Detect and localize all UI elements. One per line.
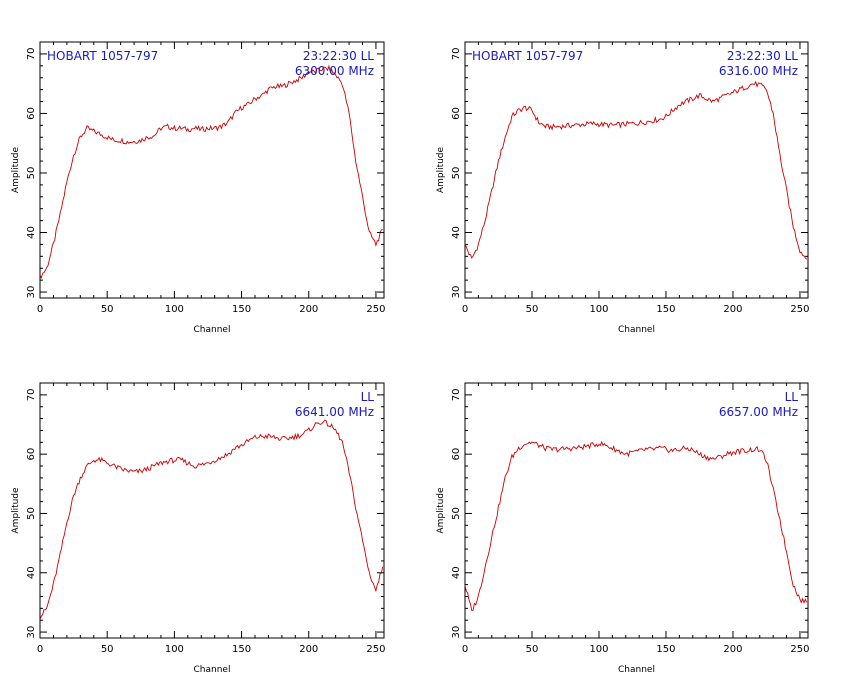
frequency-annotation: 6641.00 MHz	[295, 405, 374, 419]
x-tick-label: 0	[462, 304, 468, 315]
y-axis-label: Amplitude	[436, 487, 446, 534]
y-axis-label: Amplitude	[11, 146, 21, 193]
y-axis-label: Amplitude	[11, 487, 21, 534]
x-tick-label: 0	[37, 644, 43, 655]
y-tick-label: 60	[451, 107, 462, 120]
y-tick-label: 50	[26, 167, 37, 180]
x-tick-label: 250	[366, 304, 385, 315]
series-line-1	[464, 440, 808, 611]
x-tick-label: 100	[165, 304, 184, 315]
frequency-annotation: 6316.00 MHz	[719, 64, 798, 78]
x-tick-label: 200	[299, 304, 318, 315]
y-tick-label: 40	[451, 566, 462, 579]
x-tick-label: 250	[790, 304, 809, 315]
time-pol-annotation: LL	[785, 390, 799, 404]
y-tick-label: 60	[26, 448, 37, 461]
y-tick-label: 50	[451, 167, 462, 180]
time-pol-annotation: 23:22:30 LL	[303, 49, 374, 63]
chart-panel-4: 0 50 100 150 200 250 30 40 50 60 70 Channel Amplitud…	[436, 382, 810, 675]
y-tick-label: 60	[26, 107, 37, 120]
source-annotation: HOBART 1057-797	[472, 49, 583, 63]
y-tick-label: 30	[26, 286, 37, 299]
x-tick-label: 50	[101, 304, 114, 315]
y-tick-label: 40	[26, 566, 37, 579]
y-tick-label: 70	[26, 388, 37, 401]
x-tick-label: 0	[462, 644, 468, 655]
plot-frame	[39, 41, 385, 299]
x-tick-label: 100	[165, 644, 184, 655]
chart-panel-3: 0 50 100 150 200 250 30 40 50 60 70 Channel Amplitud…	[11, 382, 385, 675]
x-tick-label: 100	[589, 644, 608, 655]
x-tick-label: 0	[37, 304, 43, 315]
plot-frame	[464, 41, 809, 299]
y-tick-label: 70	[26, 48, 37, 61]
x-tick-label: 250	[366, 644, 385, 655]
x-tick-label: 50	[526, 644, 539, 655]
time-pol-annotation: 23:22:30 LL	[727, 49, 798, 63]
x-tick-label: 150	[232, 304, 251, 315]
y-tick-label: 70	[451, 388, 462, 401]
series-line-1	[39, 64, 383, 279]
x-axis-label: Channel	[618, 325, 655, 335]
y-tick-label: 70	[451, 48, 462, 61]
source-annotation: HOBART 1057-797	[47, 49, 158, 63]
x-axis-label: Channel	[194, 325, 231, 335]
plot-frame	[39, 382, 385, 639]
x-tick-label: 200	[723, 304, 742, 315]
chart-panel-2: 0 50 100 150 200 250 30 40 50 60 70 Channel Amplitud…	[436, 41, 810, 335]
x-tick-label: 200	[299, 644, 318, 655]
x-tick-label: 250	[790, 644, 809, 655]
x-tick-label: 150	[656, 304, 675, 315]
y-axis-label: Amplitude	[436, 146, 446, 193]
y-tick-label: 30	[451, 286, 462, 299]
x-tick-label: 150	[656, 644, 675, 655]
series-line-1	[39, 419, 384, 620]
x-tick-label: 50	[526, 304, 539, 315]
frequency-annotation: 6300.00 MHz	[295, 64, 374, 78]
y-tick-label: 50	[26, 507, 37, 520]
y-tick-label: 30	[451, 626, 462, 639]
y-tick-label: 40	[26, 226, 37, 239]
frequency-annotation: 6657.00 MHz	[719, 405, 798, 419]
y-tick-label: 50	[451, 507, 462, 520]
x-tick-label: 200	[723, 644, 742, 655]
series-line-1	[464, 80, 808, 260]
y-tick-label: 60	[451, 448, 462, 461]
x-tick-label: 50	[101, 644, 114, 655]
y-tick-label: 30	[26, 626, 37, 639]
x-axis-label: Channel	[618, 665, 655, 675]
x-tick-label: 100	[589, 304, 608, 315]
time-pol-annotation: LL	[361, 390, 375, 404]
chart-panel-1: 0 50 100 150 200 250 30 40 50 60 70 Channel Amplitud…	[11, 41, 385, 335]
x-axis-label: Channel	[194, 665, 231, 675]
y-tick-label: 40	[451, 226, 462, 239]
plot-frame	[464, 382, 809, 639]
x-tick-label: 150	[232, 644, 251, 655]
